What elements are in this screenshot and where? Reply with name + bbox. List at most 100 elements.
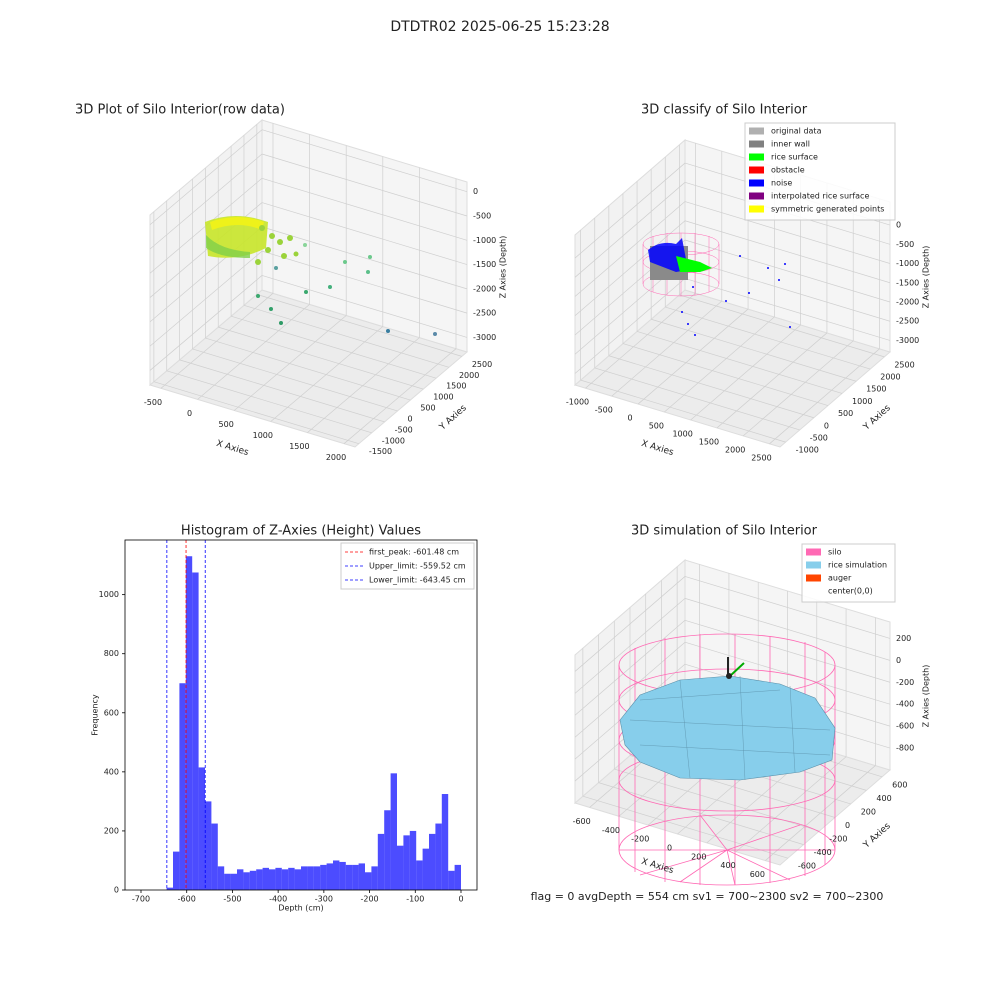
legend-swatch [749,127,764,135]
bar [365,872,372,890]
bar [358,863,365,890]
z-grid-line [261,275,468,338]
y-tick-label: 400 [104,767,119,776]
legend-label: silo [828,548,842,557]
x-grid-line [160,293,274,389]
z-grid-line [149,153,263,250]
x-grid-line [716,332,828,429]
bar [326,863,333,890]
z-grid-line [261,202,468,265]
y-tick-label: 2500 [472,360,492,369]
raw-dots [255,225,437,336]
z-tick-label: -600 [896,722,914,731]
y-tick-label: 400 [876,794,891,803]
legend-label: center(0,0) [828,587,873,596]
y-tick-label: 600 [104,708,119,717]
x-tick-label: 1000 [253,431,273,440]
bar [185,556,193,890]
z-tick-label: -2500 [473,309,496,318]
y-grid-line [179,359,385,423]
y-tick-label: -200 [829,835,847,844]
y-grid-line [594,367,800,431]
labels-layer: 3D Plot of Silo Interior(row data)-50005… [75,103,930,913]
bar [390,773,397,890]
y-tick-label: -500 [395,425,413,434]
x-tick-label: 0 [667,844,672,853]
y-tick-label: 2500 [894,360,914,369]
x-tick-label: 2000 [725,445,745,454]
x-tick-label: 2000 [326,453,346,462]
point-clouds [205,216,836,886]
x-axis-label: X Axies [640,439,675,458]
z-grid-line [684,201,891,264]
y-tick-label: 200 [861,807,876,816]
z-grid-line [574,598,686,694]
y-tick-label: 1500 [446,382,466,391]
z-grid-line [261,177,468,241]
z-axis-label: Z Axies (Depth) [499,236,508,299]
y-grid-line [231,315,437,379]
bar [384,810,391,890]
x-tick-label: 0 [628,414,633,423]
x-tick-label: -200 [631,835,649,844]
x-tick-label: 500 [649,422,664,431]
x-tick-label: 0 [458,895,463,904]
z-tick-label: -400 [896,700,914,709]
bar [237,869,244,890]
bar [269,869,276,890]
legend-swatch [749,140,764,148]
bar [281,869,289,890]
x-grid-line [233,315,347,411]
z-grid-line [261,153,468,217]
bar [422,848,429,890]
y-tick-label: -1500 [369,447,392,456]
x-grid-line [690,324,801,421]
z-tick-label: -3000 [473,333,496,342]
bar [205,801,212,890]
legend-label: Upper_limit: -559.52 cm [369,562,466,571]
y-tick-label: 0 [114,886,119,895]
legend-box [340,542,475,590]
surface-mesh [629,675,831,781]
x-axis-label: Depth (cm) [278,904,323,913]
legend-swatch [806,587,821,595]
y-tick-label: 600 [892,780,907,789]
y-tick-label: 1000 [852,397,872,406]
legend-label: obstacle [771,166,805,175]
x-tick-label: -100 [406,895,424,904]
z-tick-label: 0 [896,656,901,665]
bar [397,845,404,890]
y-tick-label: -500 [810,433,828,442]
bar [294,869,301,890]
bar [249,870,257,890]
x-tick-label: -500 [595,406,613,415]
y-axis-label: Y Axies [861,403,893,433]
legend-box [744,122,896,221]
z-tick-label: -500 [896,240,914,249]
auger-arrow [729,662,745,677]
legend-label: rice surface [771,153,818,162]
legend-swatch [749,153,764,161]
z-grid-line [684,619,891,683]
x-tick-label: -400 [269,895,287,904]
x-tick-label: 1500 [699,437,719,446]
legend-swatch [749,166,764,174]
y-tick-label: 0 [407,414,412,423]
z-tick-label: -2000 [473,284,496,293]
raw-cloud-top [210,217,264,230]
legend-swatch [749,205,764,213]
z-grid-line [684,278,891,341]
bar [345,864,353,890]
z-tick-label: -1500 [473,260,496,269]
z-grid-line [149,250,263,347]
legend-swatch [806,574,821,582]
bar [320,864,327,890]
noise-dots [681,255,791,336]
x-tick-label: 2500 [751,453,771,462]
x-grid-line [742,340,854,437]
z-grid-line [684,598,891,661]
y-tick-label: 1000 [433,393,453,402]
bar [416,860,423,890]
x-tick-label: -300 [315,895,333,904]
bar [224,873,231,890]
